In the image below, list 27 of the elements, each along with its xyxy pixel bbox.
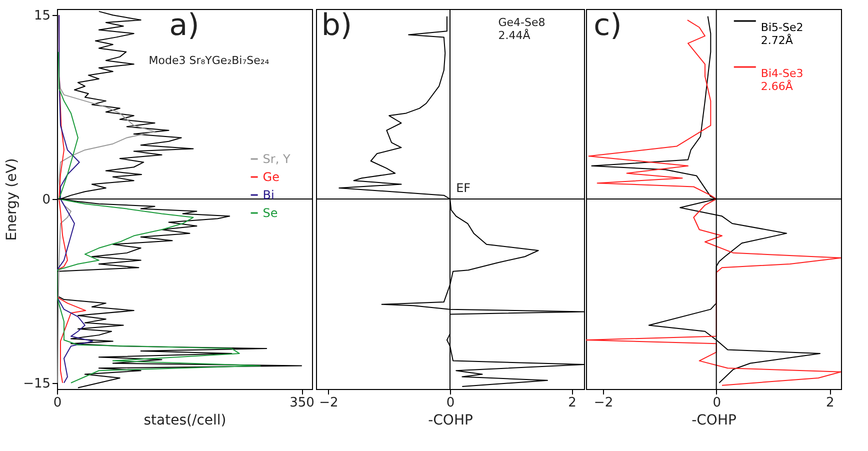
y-tick-label: 15 [34, 8, 50, 24]
legend-label: Se [262, 206, 278, 220]
annotation: b) [321, 8, 352, 43]
legend-label: Bi [262, 188, 274, 202]
y-tick-label: −15 [23, 376, 50, 392]
annotation: c) [594, 8, 622, 43]
x-tick-label: 0 [53, 396, 62, 410]
x-tick-label: −2 [594, 396, 614, 410]
x-tick-label: 0 [446, 396, 455, 410]
legend-label: Bi5-Se2 2.72Å [760, 21, 804, 47]
legend-label: Ge [262, 170, 280, 184]
x-tick-label: −2 [319, 396, 338, 410]
y-tick-label: 0 [42, 192, 50, 208]
legend-label: Sr, Y [262, 152, 291, 166]
legend-label: Bi4-Se3 2.66Å [760, 67, 804, 93]
x-tick-label: 0 [712, 396, 721, 410]
x-tick-label: 2 [826, 396, 834, 410]
x-axis-title: -COHP [692, 412, 736, 428]
text: Mode3 Sr₈YGe₂Bi₇Se₂₄ [148, 54, 270, 67]
annotation: EF [456, 181, 471, 195]
x-axis-title: states(/cell) [144, 412, 226, 428]
x-axis-title: -COHP [428, 412, 473, 428]
x-tick-label: 350 [290, 396, 314, 410]
annotation: a) [169, 8, 200, 43]
y-axis-title: Energy (eV) [4, 158, 20, 241]
x-tick-label: 2 [568, 396, 576, 410]
annotation: Ge4-Se8 2.44Å [498, 16, 546, 42]
